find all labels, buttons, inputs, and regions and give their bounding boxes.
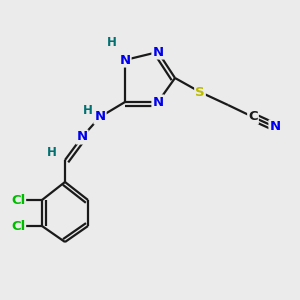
Text: C: C (248, 110, 258, 124)
Text: N: N (119, 53, 130, 67)
Text: N: N (94, 110, 106, 124)
Text: Cl: Cl (11, 220, 25, 232)
Text: S: S (195, 85, 205, 98)
Text: N: N (76, 130, 88, 143)
Text: N: N (152, 95, 164, 109)
Text: H: H (47, 146, 57, 158)
Text: H: H (107, 35, 117, 49)
Text: N: N (152, 46, 164, 59)
Text: H: H (83, 103, 93, 116)
Text: Cl: Cl (11, 194, 25, 206)
Text: N: N (269, 121, 281, 134)
